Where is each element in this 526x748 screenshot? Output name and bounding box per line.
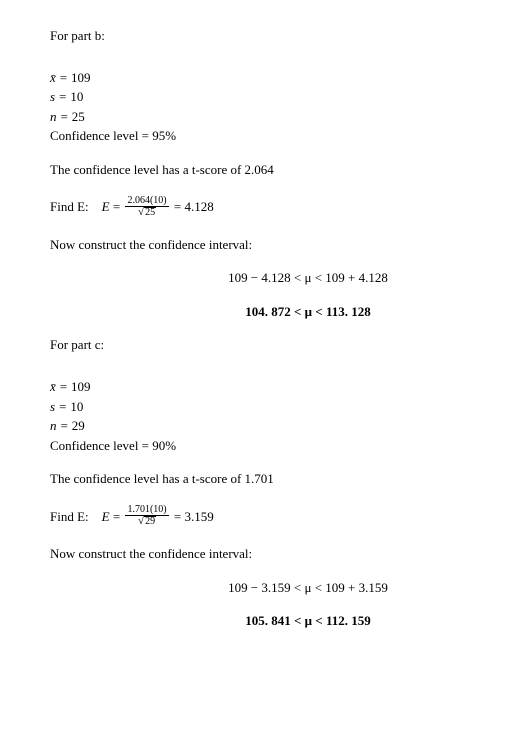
xbar-value-c: 109 <box>71 379 91 394</box>
s-value: 10 <box>70 89 83 104</box>
construct-line-c: Now construct the confidence interval: <box>50 546 496 562</box>
part-c-header: For part c: <box>50 337 496 353</box>
n-label: n = <box>50 109 72 124</box>
xbar-label-c: x̄ = <box>50 379 71 394</box>
part-b-header: For part b: <box>50 28 496 44</box>
document-page: For part b: x̄ = 109 s = 10 n = 25 Confi… <box>0 0 526 653</box>
find-e-prefix-c: Find E: <box>50 509 102 525</box>
frac-den-c: 29 <box>125 516 168 528</box>
find-e-line-c: Find E: E = 1.701(10) 29 = 3.159 <box>50 505 214 528</box>
xbar-label: x̄ = <box>50 70 71 85</box>
find-e-line-b: Find E: E = 2.064(10) 25 = 4.128 <box>50 196 214 219</box>
tscore-line-c: The confidence level has a t-score of 1.… <box>50 471 496 487</box>
conf-value: 95% <box>152 128 176 143</box>
xbar-line-c: x̄ = 109 <box>50 379 496 395</box>
n-line-b: n = 25 <box>50 109 496 125</box>
conf-value-c: 90% <box>152 438 176 453</box>
s-label-c: s = <box>50 399 70 414</box>
fraction-c: 1.701(10) 29 <box>125 505 168 528</box>
e-symbol: E <box>102 199 110 215</box>
n-value: 25 <box>72 109 85 124</box>
xbar-value: 109 <box>71 70 91 85</box>
equals-1c: = <box>110 509 124 525</box>
s-value-c: 10 <box>70 399 83 414</box>
equals-2: = <box>171 199 185 215</box>
frac-num-c: 1.701(10) <box>125 505 168 517</box>
s-line-b: s = 10 <box>50 89 496 105</box>
equals-1: = <box>110 199 124 215</box>
conf-line-b: Confidence level = 95% <box>50 128 496 144</box>
s-label: s = <box>50 89 70 104</box>
fraction-b: 2.064(10) 25 <box>125 196 168 219</box>
construct-line-b: Now construct the confidence interval: <box>50 237 496 253</box>
e-value-c: 3.159 <box>184 509 213 525</box>
interval-raw-b: 109 − 4.128 < μ < 109 + 4.128 <box>120 270 496 286</box>
interval-bold-b: 104. 872 < μ < 113. 128 <box>120 304 496 320</box>
frac-den-b: 25 <box>125 207 168 219</box>
s-line-c: s = 10 <box>50 399 496 415</box>
conf-line-c: Confidence level = 90% <box>50 438 496 454</box>
frac-num-b: 2.064(10) <box>125 196 168 208</box>
xbar-line-b: x̄ = 109 <box>50 70 496 86</box>
interval-bold-c: 105. 841 < μ < 112. 159 <box>120 613 496 629</box>
e-symbol-c: E <box>102 509 110 525</box>
n-value-c: 29 <box>72 418 85 433</box>
interval-raw-c: 109 − 3.159 < μ < 109 + 3.159 <box>120 580 496 596</box>
n-line-c: n = 29 <box>50 418 496 434</box>
e-value-b: 4.128 <box>184 199 213 215</box>
conf-label-c: Confidence level = <box>50 438 152 453</box>
conf-label: Confidence level = <box>50 128 152 143</box>
equals-2c: = <box>171 509 185 525</box>
n-label-c: n = <box>50 418 72 433</box>
find-e-prefix: Find E: <box>50 199 102 215</box>
tscore-line-b: The confidence level has a t-score of 2.… <box>50 162 496 178</box>
